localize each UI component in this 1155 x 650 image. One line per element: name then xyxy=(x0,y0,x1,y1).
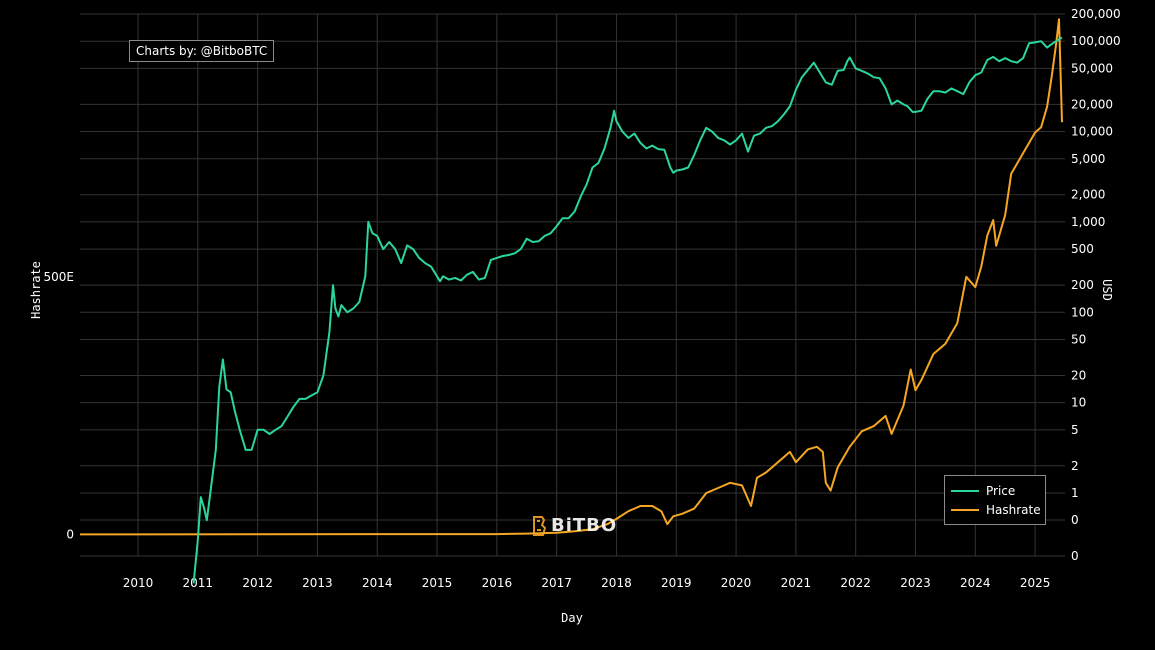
x-tick-label: 2021 xyxy=(781,576,812,590)
legend-item-hashrate[interactable]: Hashrate xyxy=(951,502,1041,518)
x-tick-label: 2010 xyxy=(123,576,154,590)
bitbo-logo-icon xyxy=(533,515,546,536)
chart-legend: Price Hashrate xyxy=(944,475,1046,525)
bitbo-watermark: BiTBO xyxy=(532,515,617,536)
y-right-tick-label: 200 xyxy=(1071,278,1094,292)
y-left-tick-label: 500E xyxy=(44,270,75,284)
x-tick-label: 2018 xyxy=(601,576,632,590)
y-right-axis-ticks: 0 0 1 2 5 10 20 50 100 200 500 1,000 2,000 5,000 10,00… xyxy=(1071,7,1121,563)
y-right-tick-label: 200,000 xyxy=(1071,7,1121,21)
x-tick-label: 2025 xyxy=(1020,576,1051,590)
x-tick-label: 2017 xyxy=(541,576,572,590)
y-right-tick-label: 10,000 xyxy=(1071,125,1113,139)
y-right-tick-label: 100,000 xyxy=(1071,34,1121,48)
y-right-axis-title: USD xyxy=(1100,279,1114,301)
y-right-tick-label: 50 xyxy=(1071,332,1086,346)
legend-item-price[interactable]: Price xyxy=(951,483,1015,499)
legend-label-hashrate: Hashrate xyxy=(986,503,1041,517)
series-layer xyxy=(79,18,1063,584)
x-tick-label: 2016 xyxy=(482,576,513,590)
y-right-tick-label: 5,000 xyxy=(1071,152,1105,166)
x-axis-title: Day xyxy=(561,611,583,625)
legend-swatch-price xyxy=(951,490,979,492)
chart-credit: Charts by: @BitboBTC xyxy=(129,40,275,62)
series-line-price xyxy=(192,36,1063,584)
y-right-tick-label: 2,000 xyxy=(1071,188,1105,202)
x-tick-label: 2019 xyxy=(661,576,692,590)
y-right-tick-label: 20,000 xyxy=(1071,97,1113,111)
x-tick-label: 2023 xyxy=(900,576,931,590)
x-tick-label: 2012 xyxy=(242,576,273,590)
y-left-axis-ticks: 0 500E xyxy=(44,270,75,542)
y-right-tick-label: 100 xyxy=(1071,305,1094,319)
y-right-tick-label: 1,000 xyxy=(1071,215,1105,229)
x-tick-label: 2020 xyxy=(721,576,752,590)
x-tick-label: 2011 xyxy=(183,576,214,590)
y-right-tick-label: 20 xyxy=(1071,368,1086,382)
y-right-tick-label: 5 xyxy=(1071,423,1079,437)
y-right-tick-label: 500 xyxy=(1071,242,1094,256)
y-right-tick-label: 10 xyxy=(1071,396,1086,410)
y-left-tick-label: 0 xyxy=(66,527,74,541)
y-right-tick-label: 50,000 xyxy=(1071,61,1113,75)
x-tick-label: 2024 xyxy=(960,576,991,590)
watermark-text: BiTBO xyxy=(551,515,618,536)
series-line-hashrate xyxy=(79,18,1063,536)
y-right-tick-label: 0 xyxy=(1071,549,1079,563)
x-tick-label: 2022 xyxy=(840,576,871,590)
x-tick-label: 2015 xyxy=(422,576,453,590)
y-right-tick-label: 0 xyxy=(1071,513,1079,527)
y-right-tick-label: 2 xyxy=(1071,459,1079,473)
x-tick-label: 2014 xyxy=(362,576,393,590)
x-tick-label: 2013 xyxy=(302,576,333,590)
legend-label-price: Price xyxy=(986,484,1016,498)
y-left-axis-title: Hashrate xyxy=(29,261,43,319)
y-right-tick-label: 1 xyxy=(1071,486,1079,500)
x-axis-ticks: 2010 2011 2012 2013 2014 2015 2016 2017 2018 2019… xyxy=(123,576,1051,590)
grid xyxy=(80,13,1065,557)
legend-swatch-hashrate xyxy=(951,509,979,511)
